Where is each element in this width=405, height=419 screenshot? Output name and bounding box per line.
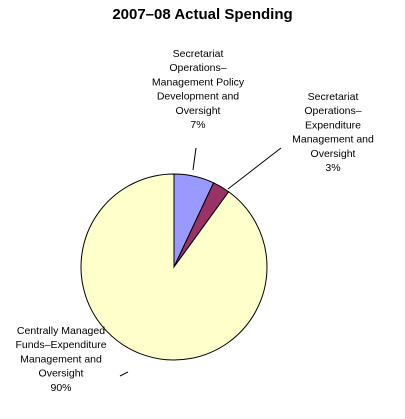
leader-line-3 <box>119 371 129 377</box>
slice-label-line: Funds–Expenditure <box>15 339 106 351</box>
slice-group <box>80 173 268 361</box>
slice-label-line: Centrally Managed <box>17 325 105 337</box>
label-group: Secretariat Operations– Management Policy D… <box>15 48 374 394</box>
leader-group <box>119 147 282 377</box>
chart-title: 2007–08 Actual Spending <box>112 6 293 23</box>
leader-line-1 <box>192 147 197 171</box>
slice-label-line: Management and <box>20 353 102 365</box>
slice-label-line: Management Policy <box>152 76 245 88</box>
slice-label-line: Secretariat <box>173 48 224 60</box>
pie-slice-3 <box>80 173 268 361</box>
slice-label-line: Oversight <box>39 368 84 380</box>
slice-label-line: Oversight <box>176 105 221 117</box>
slice-label-line: Secretariat <box>308 91 359 103</box>
slice-label-line: Operations– <box>304 105 361 117</box>
slice-percent-label: 90% <box>50 382 71 394</box>
slice-label-1: Secretariat Operations– Management Policy D… <box>152 48 245 131</box>
slice-label-line: Expenditure <box>305 119 361 131</box>
leader-line-2 <box>227 147 282 190</box>
slice-label-line: Oversight <box>311 148 356 160</box>
slice-label-3: Centrally Managed Funds–Expenditure Manage… <box>15 325 106 394</box>
slice-label-line: Operations– <box>169 62 226 74</box>
slice-label-2: Secretariat Operations– Expenditure Managem… <box>292 91 374 174</box>
slice-percent-label: 7% <box>190 119 205 131</box>
slice-percent-label: 3% <box>325 162 340 174</box>
slice-label-line: Development and <box>157 91 239 103</box>
slice-label-line: Management and <box>292 134 374 146</box>
